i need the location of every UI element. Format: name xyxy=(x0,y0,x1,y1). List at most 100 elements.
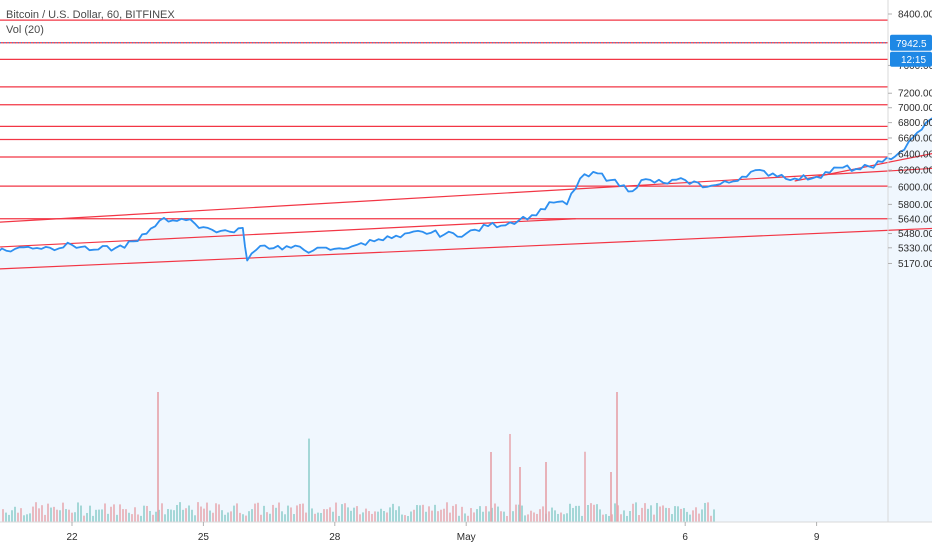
volume-bar xyxy=(179,502,181,522)
volume-bar xyxy=(50,507,52,522)
volume-bar xyxy=(482,511,484,522)
volume-bar xyxy=(11,510,13,522)
price-line[interactable] xyxy=(0,19,932,262)
volume-bar xyxy=(146,505,148,522)
volume-bar xyxy=(101,509,103,522)
volume-bar xyxy=(206,502,208,522)
trend-line[interactable] xyxy=(794,20,932,182)
volume-bar xyxy=(479,506,481,522)
x-tick-label: 9 xyxy=(814,532,820,543)
volume-bar xyxy=(212,512,214,522)
volume-bar xyxy=(587,504,589,522)
volume-bar xyxy=(215,503,217,522)
y-tick-label: 5640.00 xyxy=(898,214,932,225)
volume-bar xyxy=(389,507,391,522)
volume-bar xyxy=(104,503,106,522)
volume-bar xyxy=(449,512,451,522)
trend-line[interactable] xyxy=(0,220,932,270)
volume-bar xyxy=(32,506,34,522)
price-line-layer xyxy=(0,19,932,262)
volume-bar xyxy=(335,502,337,522)
volume-bar xyxy=(329,507,331,522)
volume-bar xyxy=(83,515,85,522)
volume-bar xyxy=(476,509,478,522)
volume-bar xyxy=(80,505,82,522)
volume-indicator-label[interactable]: Vol (20) xyxy=(6,24,44,36)
volume-bar xyxy=(191,509,193,522)
volume-bar xyxy=(519,467,521,522)
volume-bar xyxy=(293,514,295,522)
volume-bar xyxy=(353,507,355,522)
trend-line[interactable] xyxy=(0,156,932,224)
drawings-layer xyxy=(0,19,932,270)
volume-bar xyxy=(578,505,580,522)
volume-bar xyxy=(497,506,499,522)
volume-bar xyxy=(323,509,325,522)
volume-bar xyxy=(377,511,379,522)
volume-bar xyxy=(98,509,100,522)
symbol-title[interactable]: Bitcoin / U.S. Dollar, 60, BITFINEX xyxy=(6,9,175,21)
volume-bar xyxy=(356,506,358,522)
volume-bar xyxy=(296,505,298,522)
volume-bar xyxy=(530,510,532,522)
volume-bar xyxy=(584,451,586,522)
volume-bar xyxy=(539,509,541,522)
volume-bar xyxy=(224,514,226,522)
volume-bar xyxy=(176,504,178,522)
volume-bar xyxy=(347,507,349,522)
volume-bar xyxy=(383,510,385,522)
volume-bar xyxy=(425,511,427,522)
volume-bar xyxy=(610,472,612,522)
volume-bar xyxy=(110,506,112,522)
volume-bar xyxy=(23,515,25,522)
volume-bar xyxy=(230,511,232,522)
y-tick-label: 7000.00 xyxy=(898,103,932,114)
volume-bar xyxy=(157,392,159,522)
volume-bar xyxy=(419,505,421,522)
volume-bar xyxy=(38,508,40,522)
price-area xyxy=(0,118,932,522)
volume-bar xyxy=(668,508,670,522)
volume-bar xyxy=(695,507,697,522)
volume-bar xyxy=(251,509,253,522)
volume-bar xyxy=(326,509,328,522)
volume-bar xyxy=(521,505,523,522)
volume-bar xyxy=(86,512,88,522)
volume-bar xyxy=(593,504,595,522)
volume-bar xyxy=(665,507,667,522)
volume-bar xyxy=(434,504,436,522)
y-tick-label: 8400.00 xyxy=(898,10,932,21)
volume-bar xyxy=(581,515,583,522)
volume-bar xyxy=(566,513,568,522)
volume-bar xyxy=(56,509,58,522)
volume-bar xyxy=(512,511,514,522)
volume-bar xyxy=(116,514,118,522)
volume-bar xyxy=(395,510,397,522)
volume-bar xyxy=(635,502,637,522)
volume-bar xyxy=(140,515,142,522)
volume-bar xyxy=(131,514,133,522)
volume-bar xyxy=(182,509,184,522)
volume-bar xyxy=(659,506,661,522)
volume-bar xyxy=(266,512,268,522)
volume-bar xyxy=(596,504,598,522)
volume-bar xyxy=(173,510,175,522)
volume-bar xyxy=(155,511,157,522)
volume-bar xyxy=(398,506,400,522)
volume-bar xyxy=(653,514,655,522)
y-tick-label: 7200.00 xyxy=(898,89,932,100)
volume-bar xyxy=(500,511,502,522)
volume-bar xyxy=(656,502,658,522)
trend-line[interactable] xyxy=(0,218,576,249)
volume-bar xyxy=(683,508,685,522)
y-tick-label: 6800.00 xyxy=(898,118,932,129)
volume-bar xyxy=(524,515,526,522)
volume-bar xyxy=(47,503,49,522)
volume-bar xyxy=(704,502,706,522)
x-tick-label: 25 xyxy=(198,532,210,543)
volume-bar xyxy=(317,512,319,522)
volume-bar xyxy=(362,512,364,522)
volume-bar xyxy=(467,515,469,522)
